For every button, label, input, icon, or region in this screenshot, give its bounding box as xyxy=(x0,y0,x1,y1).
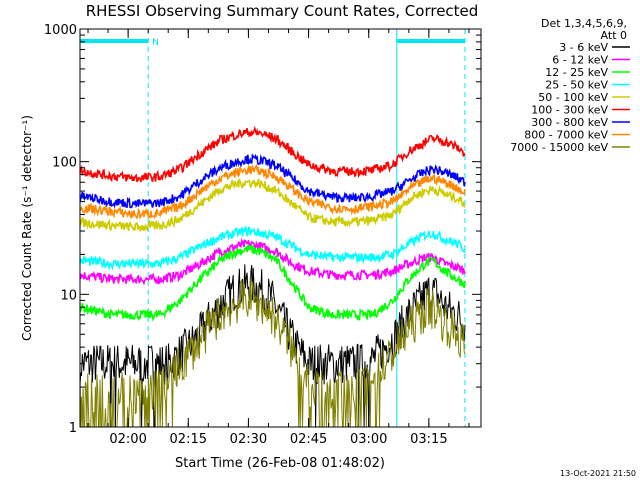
series-line xyxy=(79,225,466,272)
legend-label: 12 - 25 keV xyxy=(545,66,608,79)
night-interval-bar xyxy=(396,39,465,43)
x-tick-label: 02:15 xyxy=(170,432,207,447)
legend-label: 300 - 800 keV xyxy=(531,116,608,129)
series-line xyxy=(79,237,466,286)
series-line xyxy=(79,163,466,220)
x-axis-label: Start Time (26-Feb-08 01:48:02) xyxy=(175,456,385,471)
series-line xyxy=(79,264,466,428)
legend-label: 100 - 300 keV xyxy=(531,104,608,117)
legend-header-line-1: Det 1,3,4,5,6,9, xyxy=(541,17,627,30)
footer-date: 13-Oct-2021 21:50 xyxy=(560,469,636,478)
series-line xyxy=(79,153,466,209)
plot-area: N xyxy=(79,29,466,428)
y-axis-label: Corrected Count Rate (s⁻¹ detector⁻¹) xyxy=(20,115,34,341)
x-axis: 02:00 02:15 02:30 02:45 03:00 03:15 xyxy=(87,29,470,447)
night-interval-bar xyxy=(80,39,149,43)
x-tick-label: 02:45 xyxy=(290,432,327,447)
x-tick-label: 02:30 xyxy=(230,432,267,447)
legend-label: 7000 - 15000 keV xyxy=(510,141,608,154)
legend-label: 800 - 7000 keV xyxy=(524,129,608,142)
legend-label: 50 - 100 keV xyxy=(538,91,608,104)
y-tick-label: 1000 xyxy=(44,23,77,38)
night-marker-label: N xyxy=(152,38,159,48)
series-line xyxy=(79,243,466,322)
y-tick-label: 100 xyxy=(52,156,77,171)
series-line xyxy=(79,125,466,183)
y-tick-label: 1 xyxy=(69,421,77,436)
y-axis: 1 10 100 1000 xyxy=(44,23,481,436)
legend-header-line-2: Att 0 xyxy=(601,29,627,42)
x-tick-label: 03:00 xyxy=(350,432,387,447)
legend-label: 3 - 6 keV xyxy=(559,41,608,54)
legend-label: 25 - 50 keV xyxy=(545,79,608,92)
x-tick-label: 02:00 xyxy=(109,432,146,447)
x-tick-label: 03:15 xyxy=(410,432,447,447)
y-tick-label: 10 xyxy=(60,288,77,303)
legend-label: 6 - 12 keV xyxy=(552,54,608,67)
plot-frame xyxy=(79,28,482,428)
chart-title: RHESSI Observing Summary Count Rates, Co… xyxy=(86,2,479,20)
series-line xyxy=(79,277,466,428)
series-line xyxy=(79,178,466,233)
series-lines xyxy=(79,125,466,428)
